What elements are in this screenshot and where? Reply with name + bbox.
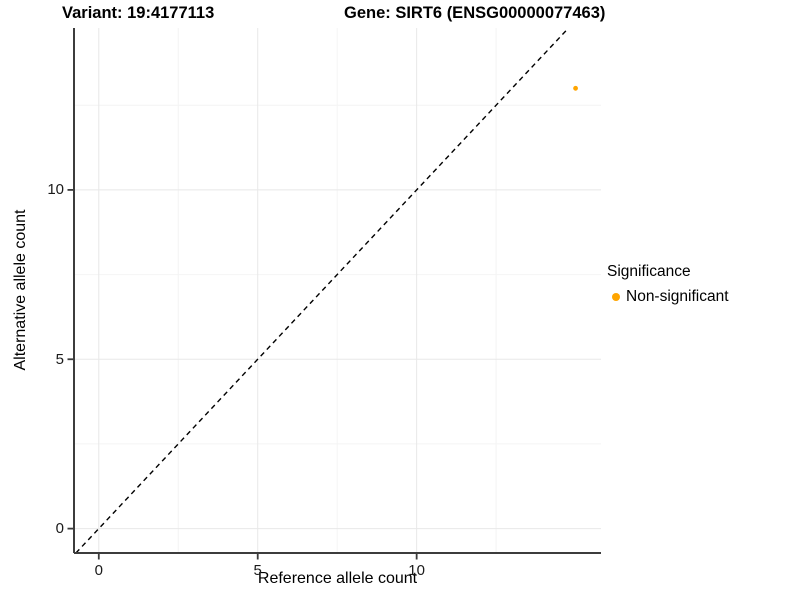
x-tick-label: 10 — [408, 562, 425, 579]
y-tick-label: 0 — [55, 520, 64, 538]
legend: Significance Non-significant — [607, 263, 729, 306]
legend-point-icon — [612, 293, 620, 301]
data-point — [573, 85, 578, 91]
legend-title: Significance — [607, 263, 691, 280]
plot-title-variant: Variant: 19:4177113 — [62, 4, 215, 22]
plot-title-gene: Gene: SIRT6 (ENSG00000077463) — [344, 4, 606, 22]
legend-item-label: Non-significant — [626, 288, 729, 305]
legend-item-non-significant: Non-significant — [607, 288, 729, 306]
x-tick-label: 5 — [253, 562, 262, 579]
identity-dashed-line — [75, 27, 570, 554]
x-tick-label: 0 — [94, 562, 103, 579]
x-axis-title: Reference allele count — [257, 570, 418, 587]
y-tick-label: 5 — [55, 350, 64, 368]
y-tick-label: 10 — [47, 181, 64, 199]
